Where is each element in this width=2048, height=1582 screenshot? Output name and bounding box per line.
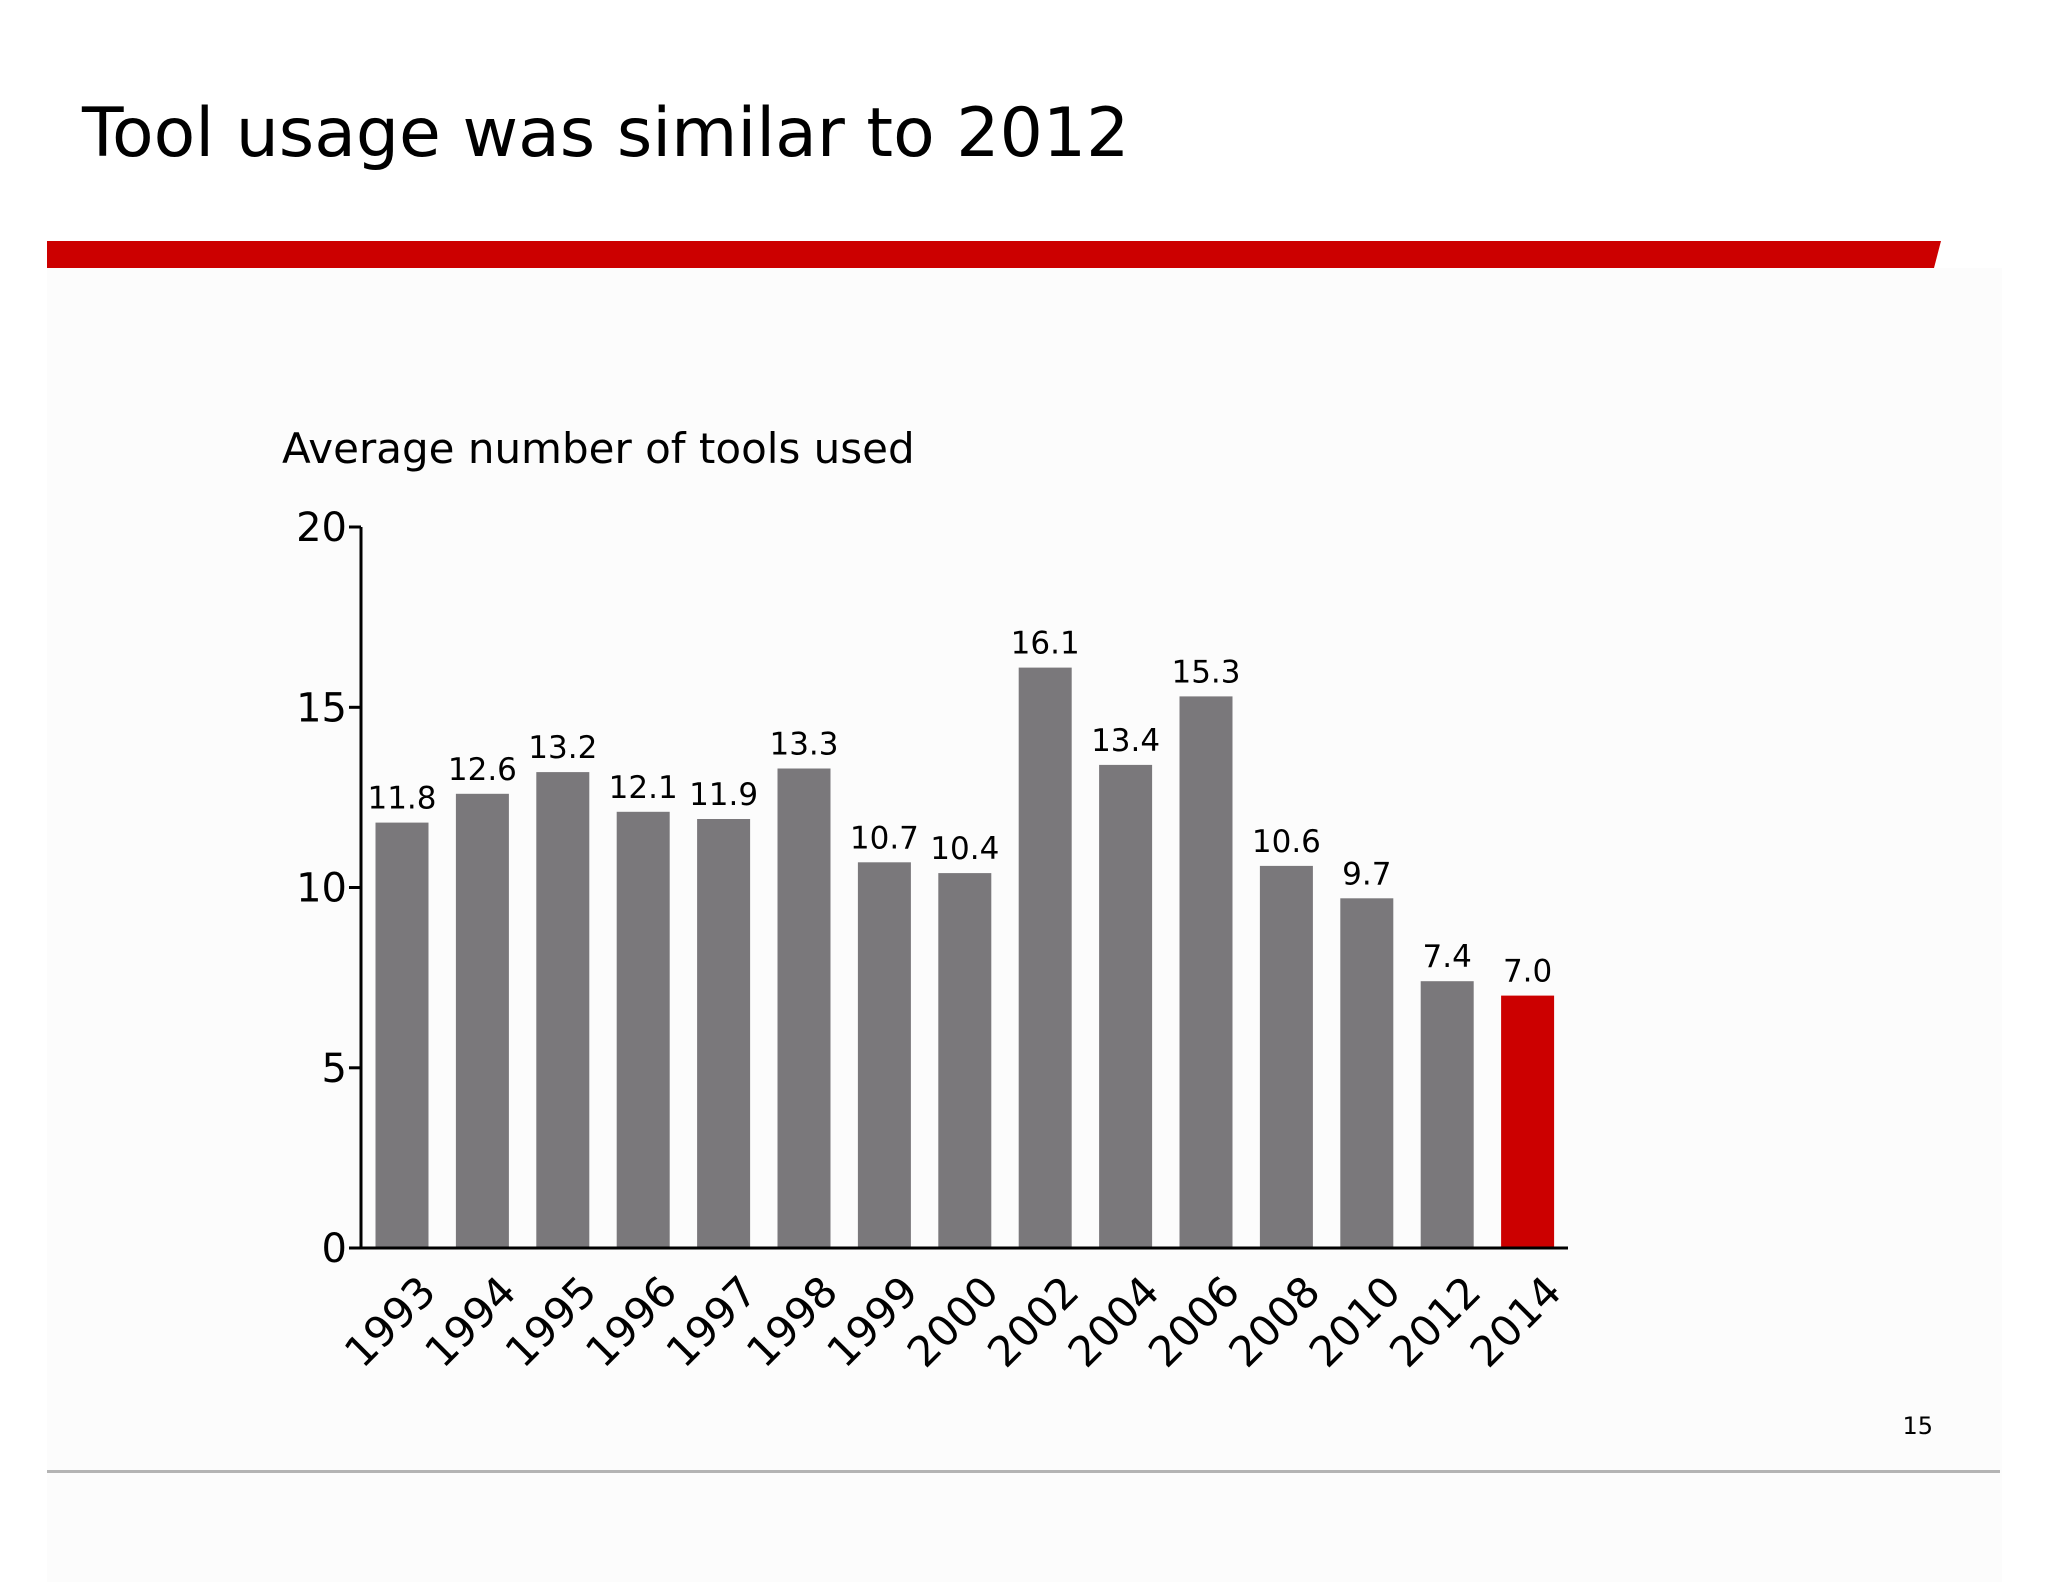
y-tick-label-15: 15 (296, 685, 347, 731)
bar-2002 (1018, 667, 1072, 1248)
data-label-2010: 9.7 (1342, 856, 1391, 892)
x-tick-label-2000: 2000 (898, 1266, 1008, 1376)
data-label-2000: 10.4 (930, 831, 999, 867)
bar-1993 (375, 822, 429, 1248)
bar-2014 (1501, 995, 1555, 1248)
data-label-1999: 10.7 (850, 820, 919, 856)
x-tick-label-1994: 1994 (415, 1266, 525, 1376)
x-tick-label-1999: 1999 (817, 1266, 927, 1376)
footer-rule (47, 1470, 2000, 1473)
chart-title: Average number of tools used (282, 424, 915, 473)
y-tick-label-0: 0 (322, 1226, 347, 1272)
data-label-1998: 13.3 (769, 727, 838, 763)
data-label-1995: 13.2 (528, 730, 597, 766)
x-tick-label-2004: 2004 (1059, 1266, 1169, 1376)
data-label-1997: 11.9 (689, 777, 758, 813)
bar-2008 (1259, 865, 1313, 1248)
bar-2010 (1340, 898, 1394, 1248)
slide-title: Tool usage was similar to 2012 (82, 94, 1130, 173)
x-tick-label-1993: 1993 (335, 1266, 445, 1376)
data-label-2002: 16.1 (1011, 626, 1080, 662)
bars-layer (375, 667, 1555, 1248)
y-tick-label-5: 5 (322, 1046, 347, 1092)
x-tick-label-1995: 1995 (496, 1266, 606, 1376)
data-label-2004: 13.4 (1091, 723, 1160, 759)
data-label-2014: 7.0 (1503, 954, 1552, 990)
data-label-2008: 10.6 (1252, 824, 1321, 860)
bar-1997 (697, 819, 751, 1248)
bar-1999 (857, 862, 911, 1248)
x-tick-label-2010: 2010 (1300, 1266, 1410, 1376)
y-tick-label-20: 20 (296, 505, 347, 551)
bar-2000 (938, 873, 992, 1248)
bar-chart: Average number of tools used 11.8 12.6 13.… (282, 424, 1571, 1377)
value-labels-layer: 11.8 12.6 13.2 12.1 11.9 13.3 10.7 10.4 16.1 13.4… (367, 626, 1552, 990)
x-tick-label-1997: 1997 (657, 1266, 767, 1376)
x-tick-label-2006: 2006 (1139, 1266, 1249, 1376)
bar-2012 (1420, 981, 1474, 1248)
bar-2006 (1179, 696, 1233, 1248)
x-tick-label-2008: 2008 (1219, 1266, 1329, 1376)
data-label-1996: 12.1 (609, 770, 678, 806)
bar-1996 (616, 811, 670, 1248)
title-accent-rule-shape (47, 241, 1941, 268)
data-label-2006: 15.3 (1171, 654, 1240, 690)
title-accent-rule (47, 241, 1941, 268)
x-tick-label-1998: 1998 (737, 1266, 847, 1376)
y-tick-label-10: 10 (296, 866, 347, 912)
bar-2004 (1099, 764, 1153, 1248)
bar-1998 (777, 768, 831, 1248)
data-label-1994: 12.6 (448, 752, 517, 788)
x-tick-label-1996: 1996 (576, 1266, 686, 1376)
x-tick-label-2002: 2002 (978, 1266, 1088, 1376)
data-label-1993: 11.8 (367, 781, 436, 817)
x-tick-label-2012: 2012 (1380, 1266, 1490, 1376)
page-number: 15 (1902, 1412, 1933, 1440)
bar-1994 (455, 793, 509, 1248)
axes-layer: 0 5 10 15 20 (296, 505, 1568, 1272)
bar-1995 (536, 772, 590, 1248)
x-labels-layer: 1993199419951996199719981999200020022004… (335, 1266, 1571, 1376)
data-label-2012: 7.4 (1423, 939, 1472, 975)
x-tick-label-2014: 2014 (1461, 1266, 1571, 1376)
